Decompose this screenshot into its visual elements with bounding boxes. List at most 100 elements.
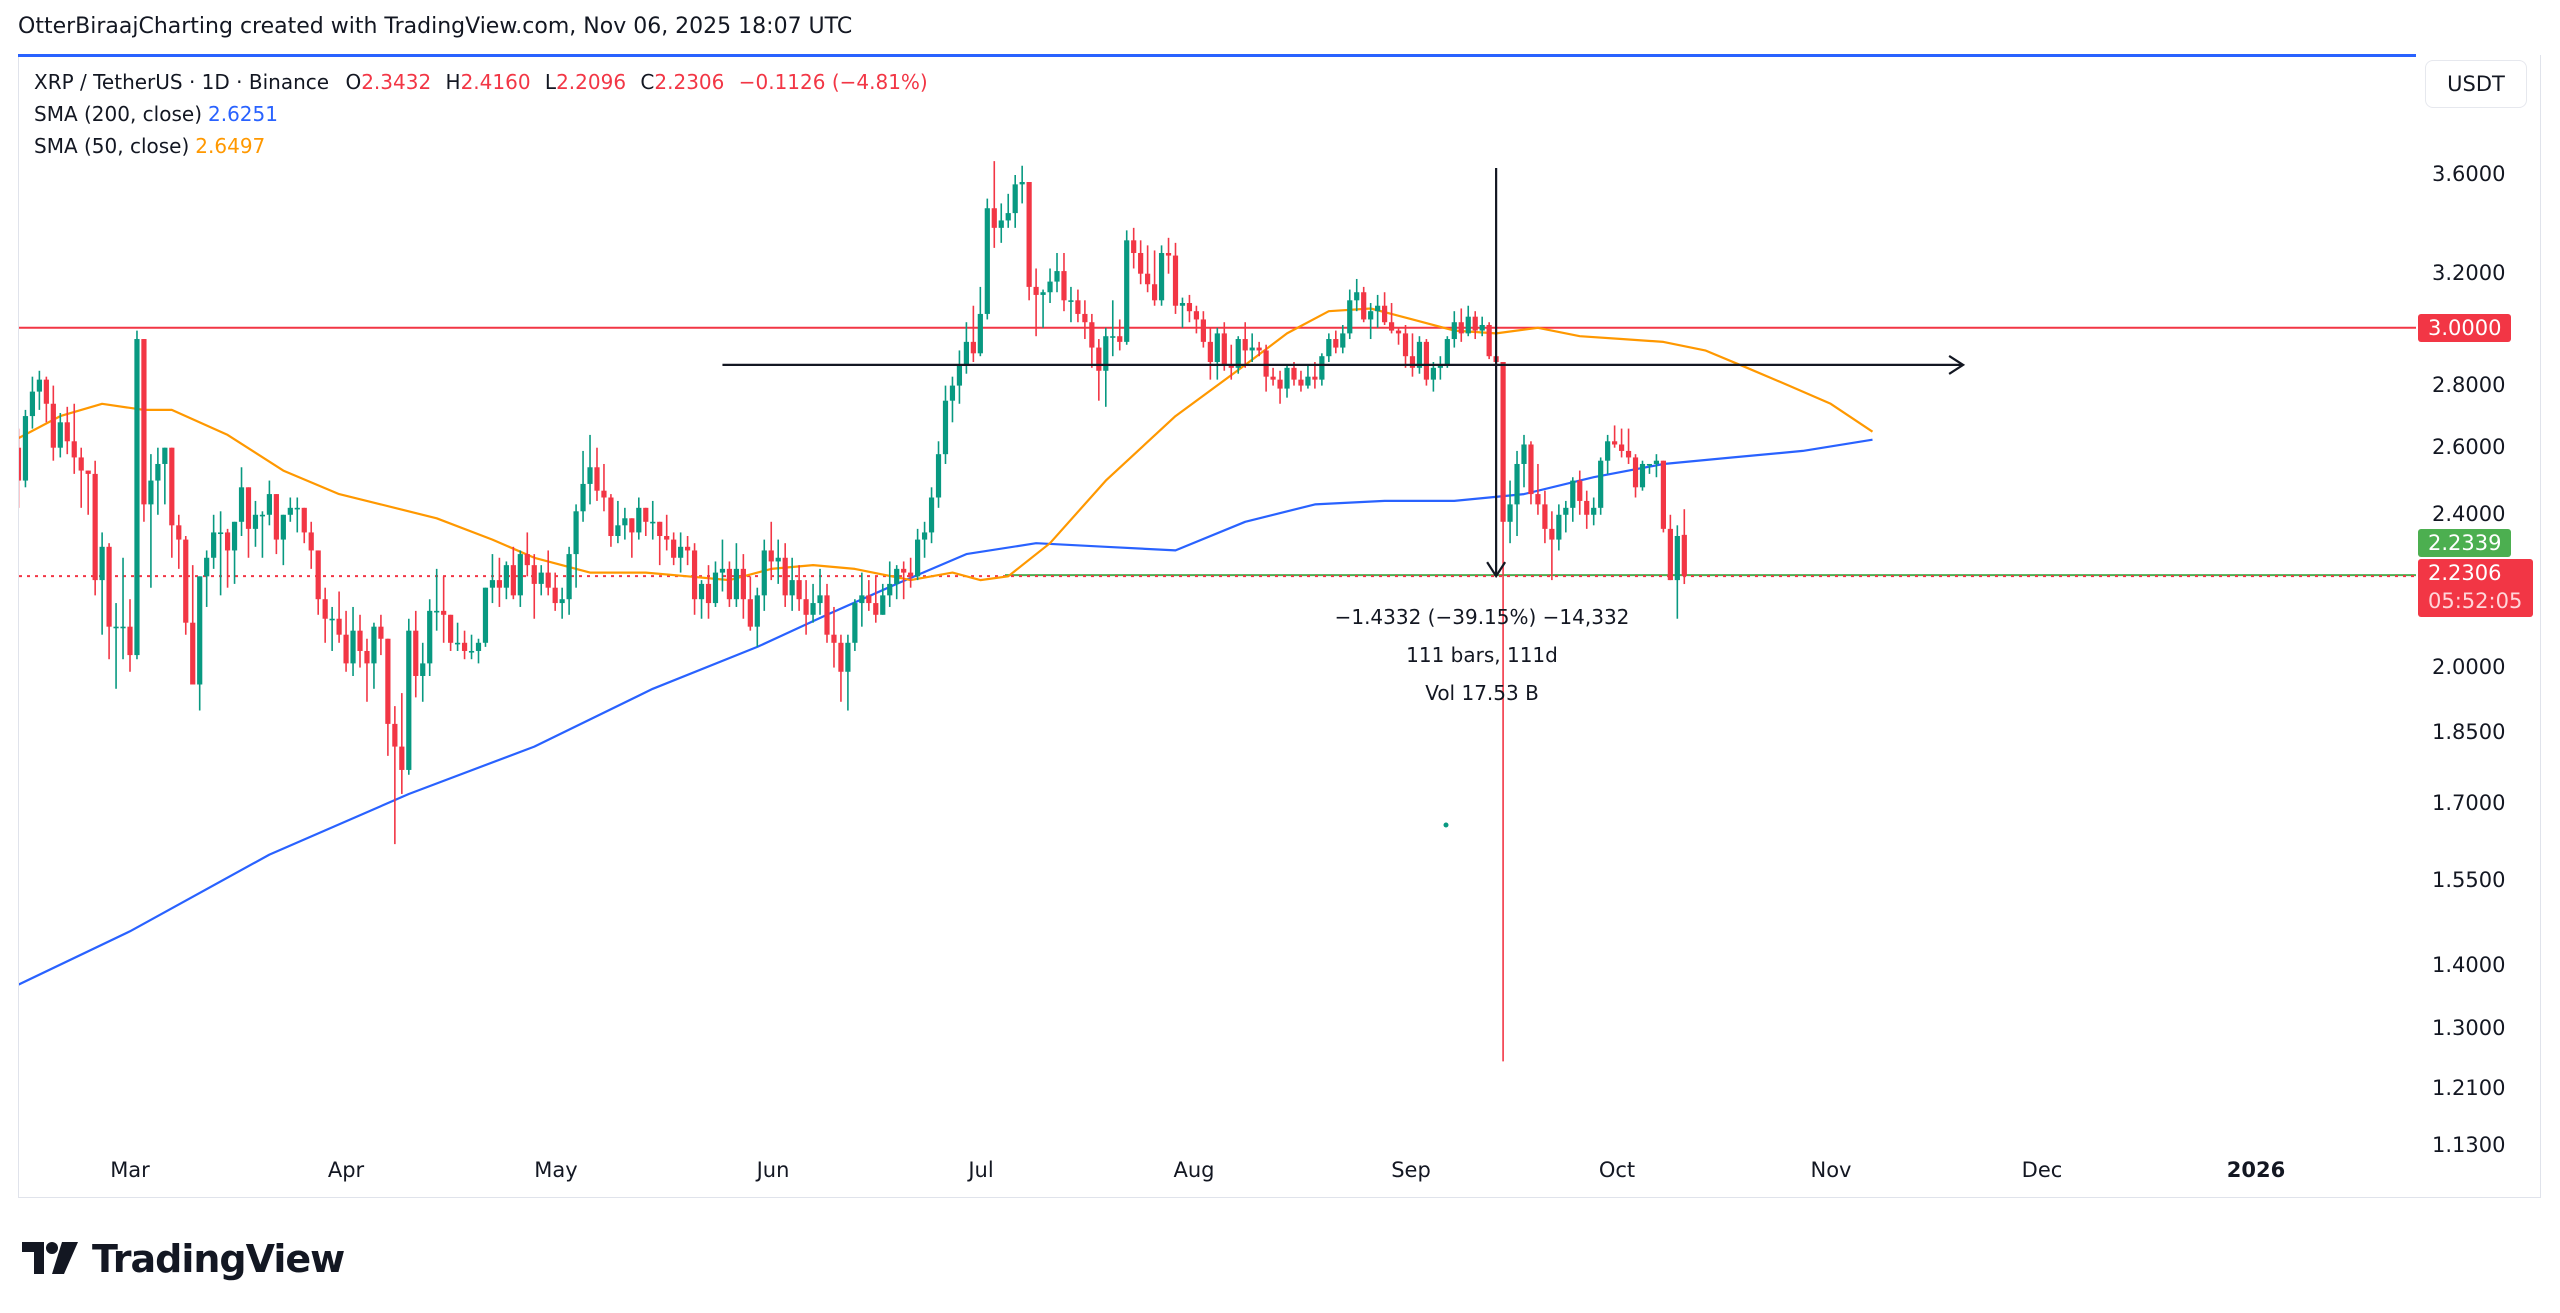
candle-body[interactable] [691, 550, 698, 600]
candle-body[interactable] [329, 618, 335, 621]
candle-body[interactable] [190, 622, 196, 685]
candle-body[interactable] [1472, 316, 1478, 331]
candle-body[interactable] [1333, 339, 1339, 348]
candle-body[interactable] [566, 554, 572, 600]
candle-body[interactable] [308, 532, 314, 551]
candle-body[interactable] [831, 634, 837, 643]
candle-body[interactable] [1019, 182, 1025, 185]
candle-body[interactable] [803, 599, 809, 615]
candle-body[interactable] [1012, 184, 1018, 214]
candle-body[interactable] [664, 535, 670, 540]
candle-body[interactable] [148, 480, 154, 505]
candle-body[interactable] [50, 403, 56, 448]
candle-body[interactable] [1430, 367, 1436, 380]
candle-body[interactable] [1221, 333, 1227, 365]
candle-body[interactable] [29, 391, 36, 417]
candle-body[interactable] [1409, 356, 1416, 368]
candle-body[interactable] [1284, 367, 1290, 389]
candle-body[interactable] [1598, 460, 1604, 508]
candle-body[interactable] [1319, 356, 1325, 380]
candle-body[interactable] [594, 467, 600, 491]
candle-body[interactable] [580, 483, 586, 512]
candle-body[interactable] [866, 595, 872, 604]
candle-body[interactable] [1145, 273, 1151, 285]
candle-body[interactable] [796, 580, 802, 600]
candle-body[interactable] [211, 532, 217, 558]
candle-body[interactable] [301, 507, 307, 533]
candle-body[interactable] [949, 385, 956, 401]
candle-body[interactable] [427, 610, 433, 664]
candle-body[interactable] [322, 599, 328, 619]
candle-body[interactable] [935, 454, 942, 498]
candle-body[interactable] [475, 642, 482, 651]
candle-body[interactable] [636, 507, 642, 533]
candle-body[interactable] [1186, 303, 1193, 312]
candle-body[interactable] [343, 634, 349, 664]
candle-body[interactable] [1674, 535, 1680, 581]
candle-body[interactable] [761, 550, 767, 596]
candle-body[interactable] [552, 587, 558, 604]
candle-body[interactable] [531, 565, 537, 584]
candle-body[interactable] [1660, 460, 1666, 529]
candle-body[interactable] [901, 568, 907, 573]
candle-body[interactable] [106, 546, 112, 627]
candle-body[interactable] [162, 447, 168, 464]
candle-body[interactable] [1110, 336, 1116, 338]
candle-body[interactable] [1549, 528, 1555, 540]
candle-body[interactable] [894, 568, 900, 584]
candle-body[interactable] [1193, 311, 1200, 320]
candle-body[interactable] [657, 521, 663, 536]
candle-body[interactable] [977, 313, 983, 354]
candle-body[interactable] [845, 642, 851, 672]
candle-body[interactable] [1361, 292, 1367, 320]
candle-body[interactable] [489, 580, 496, 588]
candle-body[interactable] [1416, 341, 1423, 368]
candle-body[interactable] [1047, 281, 1053, 293]
candle-body[interactable] [1277, 379, 1283, 389]
candle-body[interactable] [127, 626, 133, 656]
candle-body[interactable] [141, 339, 147, 505]
candle-body[interactable] [273, 494, 279, 540]
candle-body[interactable] [155, 463, 161, 481]
candle-body[interactable] [294, 507, 300, 510]
candle-body[interactable] [1521, 444, 1527, 464]
candle-body[interactable] [22, 416, 29, 481]
candle-body[interactable] [482, 587, 489, 643]
candle-body[interactable] [78, 457, 84, 471]
candle-body[interactable] [1507, 504, 1513, 522]
candle-body[interactable] [1681, 534, 1687, 577]
candle-body[interactable] [698, 583, 705, 600]
candle-body[interactable] [1618, 444, 1625, 451]
candle-body[interactable] [545, 572, 551, 588]
candle-body[interactable] [1082, 313, 1088, 323]
candle-body[interactable] [71, 441, 77, 458]
candle-body[interactable] [280, 514, 286, 540]
candle-body[interactable] [1486, 324, 1492, 357]
candle-body[interactable] [448, 614, 454, 643]
candle-body[interactable] [496, 580, 503, 588]
candle-body[interactable] [1347, 300, 1353, 334]
candle-body[interactable] [287, 507, 293, 515]
candle-body[interactable] [1465, 316, 1471, 334]
candle-body[interactable] [1312, 376, 1318, 380]
candle-body[interactable] [1542, 504, 1548, 529]
candle-body[interactable] [1138, 253, 1144, 274]
candle-body[interactable] [908, 572, 914, 577]
candle-body[interactable] [1423, 341, 1430, 380]
candle-body[interactable] [224, 532, 231, 551]
candle-body[interactable] [740, 568, 746, 600]
candle-body[interactable] [92, 473, 98, 581]
candle-body[interactable] [559, 599, 565, 604]
candle-body[interactable] [1089, 322, 1095, 348]
candle-body[interactable] [266, 494, 272, 515]
candle-body[interactable] [873, 603, 879, 615]
candle-body[interactable] [510, 565, 516, 596]
candle-body[interactable] [176, 525, 182, 540]
candle-body[interactable] [650, 521, 656, 524]
candle-body[interactable] [726, 568, 733, 600]
candle-body[interactable] [1479, 324, 1485, 331]
candle-body[interactable] [782, 557, 788, 596]
candle-body[interactable] [963, 341, 969, 365]
candle-body[interactable] [85, 470, 91, 474]
